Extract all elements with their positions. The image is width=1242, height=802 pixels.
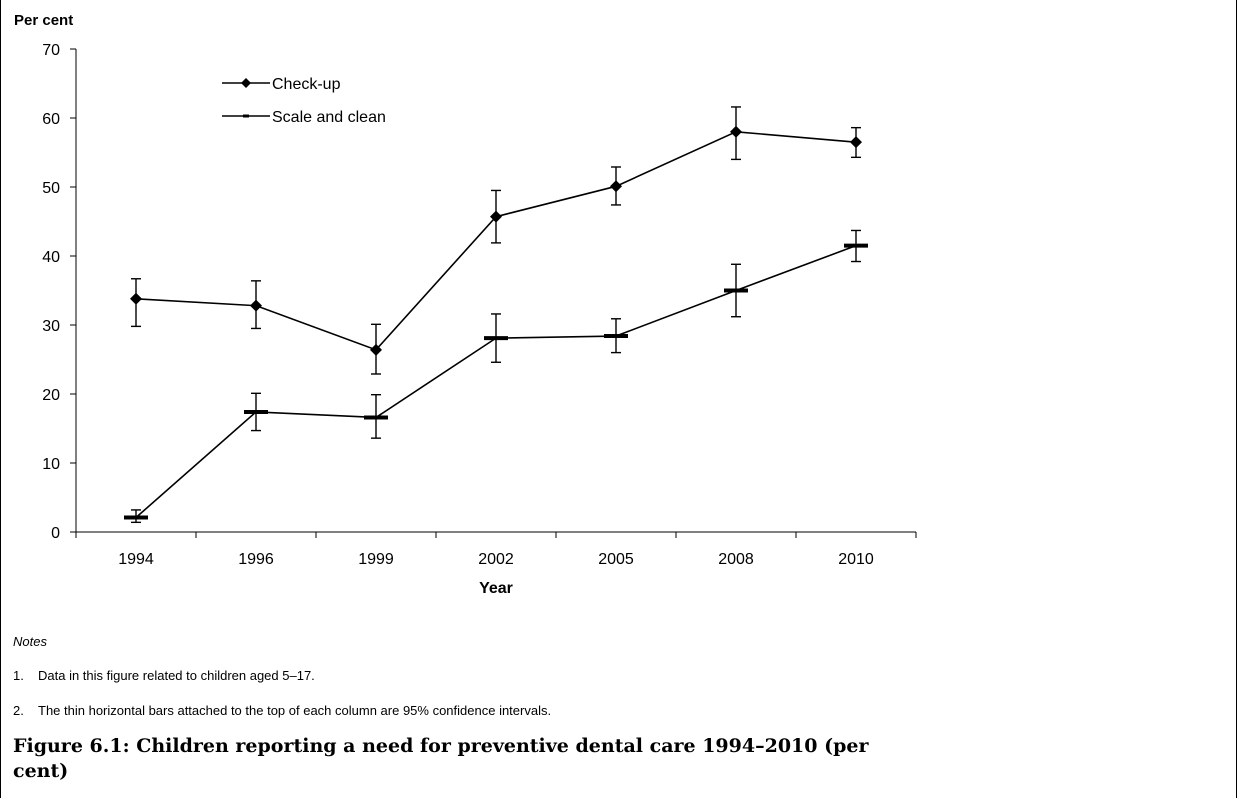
diamond-marker <box>130 292 142 305</box>
chart-axes: Per cent 0 10 20 30 40 50 60 70 1994 1996 1999 2002 2… <box>14 12 917 597</box>
legend-diamond-marker <box>241 78 251 88</box>
chart-legend: Check-up Scale and clean <box>222 76 386 126</box>
y-tick-label: 10 <box>42 456 60 473</box>
y-tick-label: 50 <box>42 180 60 197</box>
x-tick-label: 1994 <box>118 551 154 568</box>
note-number: 1. <box>13 668 24 683</box>
legend-label: Scale and clean <box>272 109 386 126</box>
figure-caption: Figure 6.1: Children reporting a need fo… <box>13 735 869 782</box>
diamond-marker <box>370 343 382 356</box>
diamond-marker <box>490 210 502 223</box>
note-number: 2. <box>13 703 24 718</box>
x-tick-label: 2010 <box>838 551 874 568</box>
y-axis-label: Per cent <box>14 12 73 29</box>
diamond-marker <box>250 299 262 312</box>
y-tick-label: 0 <box>51 525 60 542</box>
diamond-marker <box>850 136 862 149</box>
y-tick-label: 30 <box>42 318 60 335</box>
y-tick-label: 70 <box>42 42 60 59</box>
legend-label: Check-up <box>272 76 341 93</box>
y-tick-label: 60 <box>42 111 60 128</box>
note-text: Data in this figure related to children … <box>38 668 315 683</box>
note-item: 2. The thin horizontal bars attached to t… <box>13 703 551 718</box>
x-tick-label: 1999 <box>358 551 394 568</box>
y-tick-label: 20 <box>42 387 60 404</box>
line-chart: Per cent 0 10 20 30 40 50 60 70 1994 1996 1999 2002 2… <box>14 12 917 597</box>
x-tick-label: 2008 <box>718 551 754 568</box>
x-tick-label: 2002 <box>478 551 514 568</box>
x-axis-label: Year <box>479 580 513 597</box>
y-tick-label: 40 <box>42 249 60 266</box>
diamond-marker <box>610 180 622 193</box>
x-tick-label: 1996 <box>238 551 274 568</box>
diamond-marker <box>730 125 742 138</box>
note-text: The thin horizontal bars attached to the… <box>38 703 552 718</box>
x-tick-label: 2005 <box>598 551 634 568</box>
notes-heading: Notes <box>13 634 47 649</box>
series-line <box>135 244 857 519</box>
chart-series <box>124 106 868 524</box>
note-item: 1. Data in this figure related to childre… <box>13 668 315 683</box>
